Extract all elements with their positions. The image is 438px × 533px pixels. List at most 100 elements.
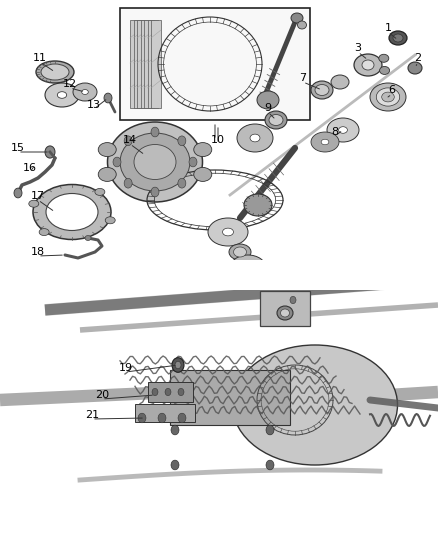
Bar bbox=[148, 382, 193, 402]
Ellipse shape bbox=[380, 67, 389, 75]
Ellipse shape bbox=[257, 91, 279, 109]
Text: 21: 21 bbox=[85, 410, 99, 420]
Text: 11: 11 bbox=[33, 53, 47, 63]
Ellipse shape bbox=[29, 200, 39, 207]
Ellipse shape bbox=[393, 34, 403, 42]
Circle shape bbox=[175, 361, 181, 369]
Ellipse shape bbox=[194, 143, 212, 157]
Ellipse shape bbox=[237, 124, 273, 152]
Text: 6: 6 bbox=[389, 85, 396, 95]
Ellipse shape bbox=[98, 143, 116, 157]
Text: 18: 18 bbox=[31, 247, 45, 257]
Text: 7: 7 bbox=[300, 73, 307, 83]
Ellipse shape bbox=[311, 81, 333, 99]
Bar bbox=[134, 20, 144, 108]
Circle shape bbox=[14, 188, 22, 198]
Ellipse shape bbox=[46, 193, 98, 230]
Text: 2: 2 bbox=[414, 53, 421, 63]
Circle shape bbox=[189, 157, 197, 167]
Ellipse shape bbox=[315, 85, 329, 95]
Ellipse shape bbox=[134, 144, 176, 180]
Text: 14: 14 bbox=[123, 135, 137, 145]
Text: 17: 17 bbox=[31, 191, 45, 201]
Ellipse shape bbox=[339, 127, 347, 133]
Text: 12: 12 bbox=[63, 79, 77, 89]
Bar bbox=[148, 20, 158, 108]
Ellipse shape bbox=[105, 217, 115, 224]
Ellipse shape bbox=[36, 61, 74, 83]
Circle shape bbox=[151, 127, 159, 137]
Circle shape bbox=[124, 179, 132, 188]
Ellipse shape bbox=[229, 244, 251, 260]
Ellipse shape bbox=[33, 184, 111, 239]
Text: 3: 3 bbox=[354, 43, 361, 53]
Circle shape bbox=[266, 425, 274, 435]
Ellipse shape bbox=[311, 132, 339, 152]
Ellipse shape bbox=[280, 309, 290, 317]
Bar bbox=[260, 291, 310, 326]
Ellipse shape bbox=[120, 133, 190, 191]
Ellipse shape bbox=[370, 83, 406, 111]
Bar bbox=[0, 260, 438, 290]
Ellipse shape bbox=[354, 54, 382, 76]
Circle shape bbox=[266, 460, 274, 470]
Circle shape bbox=[138, 413, 146, 423]
Bar bbox=[137, 20, 147, 108]
Ellipse shape bbox=[408, 62, 422, 74]
Circle shape bbox=[158, 413, 166, 423]
Ellipse shape bbox=[73, 83, 97, 101]
Ellipse shape bbox=[223, 228, 233, 236]
Ellipse shape bbox=[389, 31, 407, 45]
Ellipse shape bbox=[277, 306, 293, 320]
Circle shape bbox=[151, 187, 159, 197]
Bar bbox=[144, 20, 154, 108]
Ellipse shape bbox=[98, 167, 116, 181]
Ellipse shape bbox=[82, 90, 88, 94]
Circle shape bbox=[171, 460, 179, 470]
Ellipse shape bbox=[233, 247, 247, 257]
Text: 15: 15 bbox=[11, 143, 25, 153]
Bar bbox=[130, 20, 140, 108]
Ellipse shape bbox=[362, 60, 374, 70]
Ellipse shape bbox=[376, 88, 400, 106]
Text: 8: 8 bbox=[332, 127, 339, 137]
Bar bbox=[141, 20, 151, 108]
Ellipse shape bbox=[250, 134, 260, 142]
Ellipse shape bbox=[57, 92, 67, 98]
Ellipse shape bbox=[45, 83, 79, 107]
Ellipse shape bbox=[379, 54, 389, 62]
Circle shape bbox=[178, 413, 186, 423]
Ellipse shape bbox=[244, 194, 272, 216]
Ellipse shape bbox=[331, 75, 349, 89]
Ellipse shape bbox=[233, 345, 398, 465]
Circle shape bbox=[172, 358, 184, 373]
Text: 10: 10 bbox=[211, 135, 225, 145]
Circle shape bbox=[104, 93, 112, 103]
Ellipse shape bbox=[107, 122, 202, 202]
Bar bbox=[170, 370, 290, 425]
Ellipse shape bbox=[85, 236, 91, 240]
Text: 19: 19 bbox=[119, 363, 133, 373]
Ellipse shape bbox=[243, 264, 253, 272]
Circle shape bbox=[165, 389, 171, 395]
Circle shape bbox=[45, 146, 55, 158]
Circle shape bbox=[171, 425, 179, 435]
Ellipse shape bbox=[381, 92, 394, 102]
Text: 16: 16 bbox=[23, 163, 37, 173]
Text: 1: 1 bbox=[385, 23, 392, 33]
Ellipse shape bbox=[327, 118, 359, 142]
Ellipse shape bbox=[230, 255, 266, 281]
Circle shape bbox=[178, 136, 186, 146]
Circle shape bbox=[290, 296, 296, 304]
Ellipse shape bbox=[95, 188, 105, 196]
Circle shape bbox=[113, 157, 121, 167]
Bar bbox=[120, 8, 310, 120]
Ellipse shape bbox=[41, 64, 69, 80]
Bar bbox=[135, 404, 195, 422]
Circle shape bbox=[178, 179, 186, 188]
Ellipse shape bbox=[297, 21, 307, 29]
Bar bbox=[151, 20, 161, 108]
Text: 20: 20 bbox=[95, 390, 109, 400]
Ellipse shape bbox=[194, 167, 212, 181]
Circle shape bbox=[152, 389, 158, 395]
